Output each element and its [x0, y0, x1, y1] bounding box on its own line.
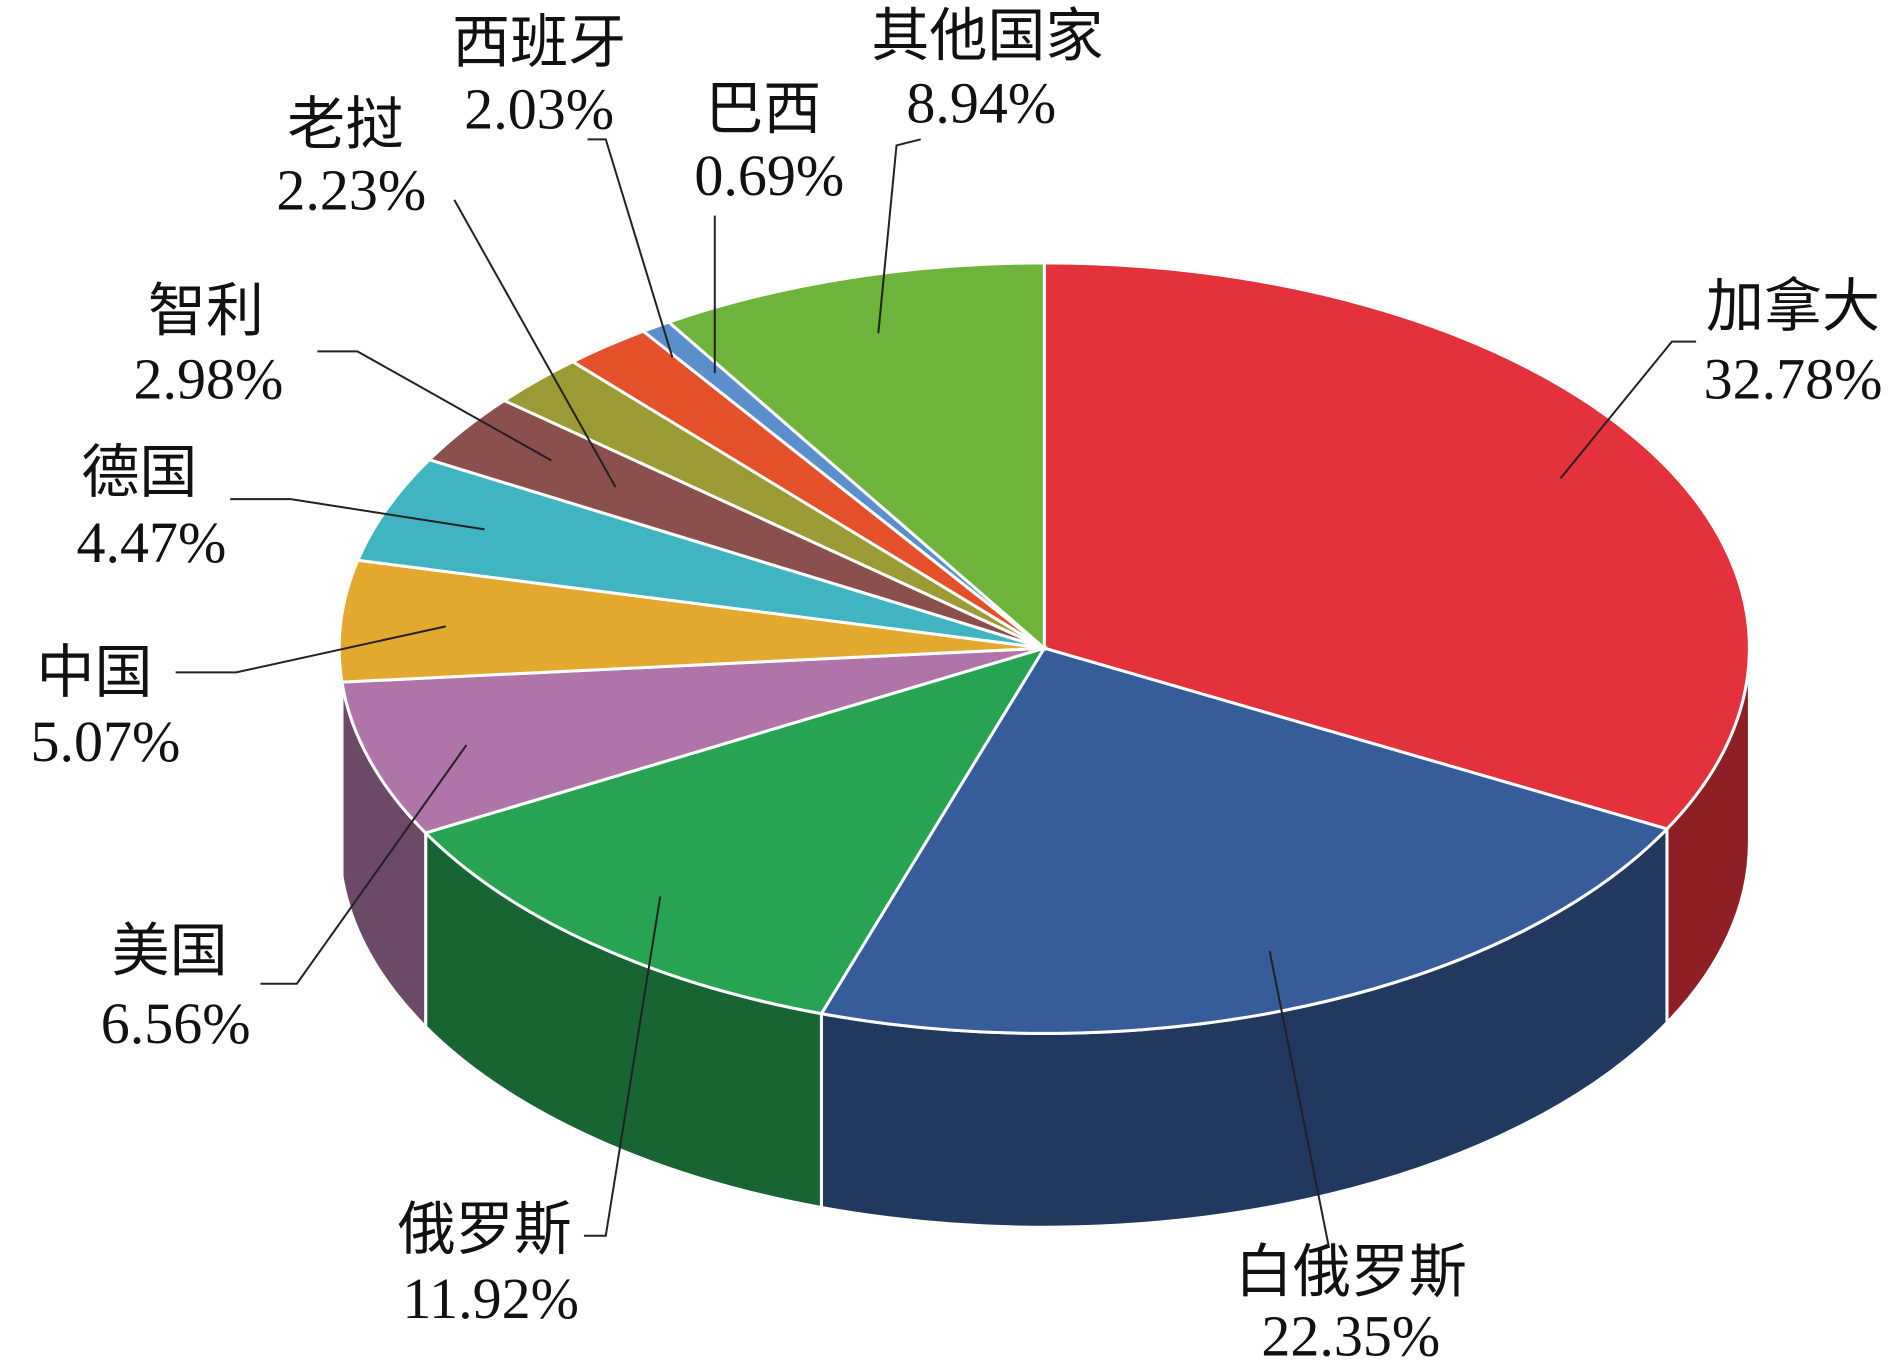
slice: [819, 646, 1670, 1035]
value-label: 22.35%: [1261, 1304, 1440, 1369]
value-label: 0.69%: [694, 143, 844, 208]
slice-label: 德国: [81, 440, 197, 505]
slice: [337, 558, 1045, 684]
slice-label: 其他国家: [871, 4, 1103, 69]
value-label: 4.47%: [77, 510, 227, 575]
slice-label: 西班牙: [452, 10, 626, 75]
slice-sides: [337, 648, 1751, 1229]
leader-line: [260, 744, 468, 985]
slice: [355, 458, 1045, 650]
value-label: 2.03%: [464, 76, 614, 141]
leader-line: [175, 625, 447, 674]
value-label: 32.78%: [1704, 347, 1883, 412]
value-label: 8.94%: [906, 70, 1056, 135]
leader-line: [587, 138, 674, 358]
leader-line: [453, 199, 617, 488]
slice-label: 老挝: [287, 92, 403, 157]
slice-label: 中国: [36, 640, 152, 705]
leader-line: [230, 498, 485, 531]
leader-line: [877, 138, 921, 334]
slice: [422, 645, 1048, 1016]
leader-line: [1268, 950, 1330, 1249]
value-label: 2.98%: [133, 347, 283, 412]
value-label: 11.92%: [402, 1266, 579, 1331]
slice: [340, 646, 1045, 835]
slice-label: 加拿大: [1706, 274, 1880, 339]
value-label: 6.56%: [101, 991, 251, 1056]
slice-label: 智利: [148, 279, 264, 344]
slice: [1042, 261, 1751, 831]
leader-line: [1559, 340, 1697, 480]
slice-label: 俄罗斯: [398, 1197, 572, 1262]
value-label: 5.07%: [30, 709, 180, 774]
value-label: 2.23%: [276, 158, 426, 223]
slice-tops: [337, 261, 1751, 1035]
slice-label: 白俄罗斯: [1235, 1239, 1467, 1304]
leader-line: [583, 896, 662, 1237]
leader-line: [317, 350, 552, 462]
slice-label: 美国: [112, 918, 228, 983]
slice: [665, 261, 1046, 652]
slice-label: 巴西: [705, 76, 821, 141]
